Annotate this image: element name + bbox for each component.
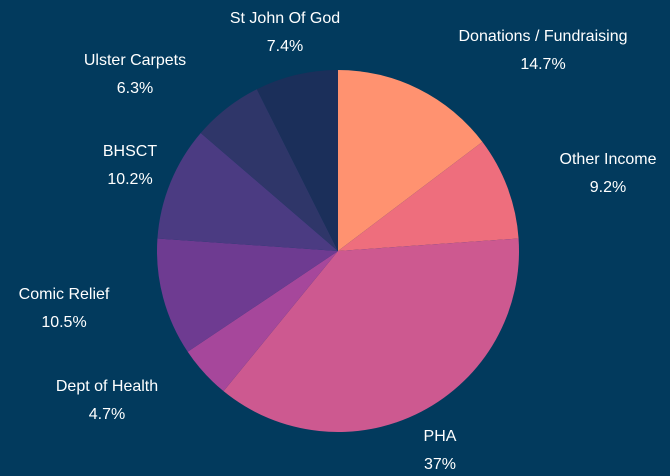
slice-label: BHSCT (103, 143, 157, 160)
slice-value-label: 7.4% (267, 38, 303, 55)
slice-label: Ulster Carpets (84, 52, 186, 69)
slice-value-label: 6.3% (117, 80, 153, 97)
slice-label: Comic Relief (19, 286, 110, 303)
slice-value-label: 37% (424, 456, 456, 473)
slice-value-label: 10.5% (41, 314, 86, 331)
slice-value-label: 14.7% (520, 56, 565, 73)
pie-slice (338, 141, 519, 251)
slice-label: PHA (424, 428, 457, 445)
slice-label: Other Income (560, 151, 657, 168)
slice-label: St John Of God (230, 10, 340, 27)
pie-slice (157, 133, 338, 251)
pie-slice (256, 70, 338, 251)
slice-value-label: 4.7% (89, 406, 125, 423)
pie-slice (187, 251, 338, 392)
slice-label: Donations / Fundraising (459, 28, 628, 45)
slice-value-label: 10.2% (107, 171, 152, 188)
slice-label: Dept of Health (56, 378, 158, 395)
pie-slice (157, 238, 338, 352)
slice-value-label: 9.2% (590, 179, 626, 196)
pie-slice (200, 89, 338, 252)
pie-slice (223, 238, 519, 433)
pie-slice (338, 70, 483, 251)
